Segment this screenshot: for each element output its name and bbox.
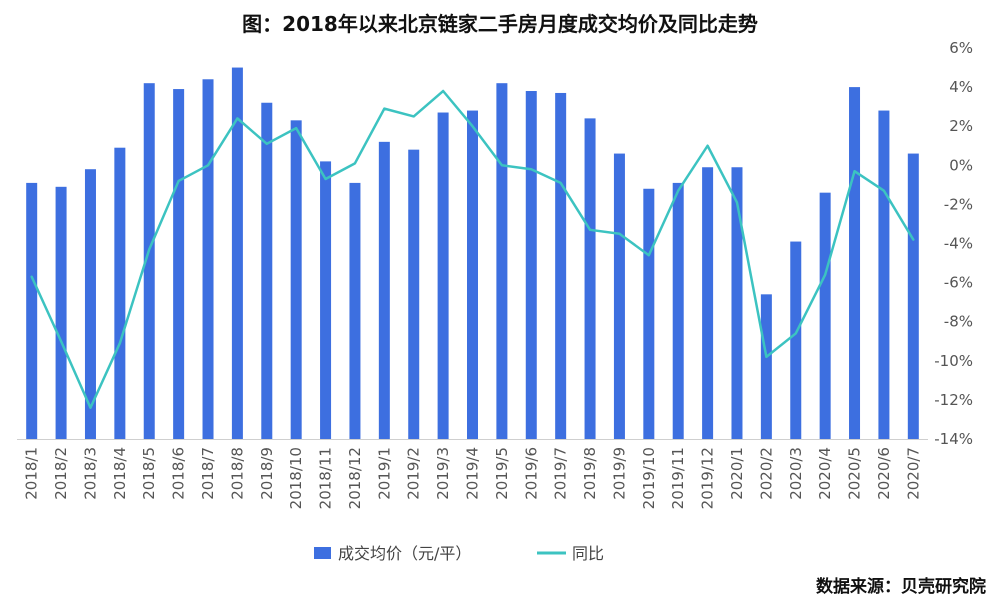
x-tick-label: 2018/7	[199, 447, 217, 500]
bar-2018-11	[320, 161, 332, 439]
x-tick-label: 2019/3	[434, 447, 452, 500]
x-tick-label: 2019/2	[405, 447, 423, 500]
bar-2019-8	[584, 118, 596, 439]
series-line-yoy	[30, 89, 915, 409]
y-tick-label: -8%	[944, 313, 973, 331]
x-tick-label: 2020/7	[904, 447, 922, 500]
bar-2018-10	[290, 120, 302, 439]
x-tick-label: 2020/5	[846, 447, 864, 500]
x-tick-label: 2019/4	[464, 447, 482, 500]
x-tick-label: 2020/4	[816, 447, 834, 500]
y-tick-label: 2%	[949, 117, 973, 135]
bar-2019-10	[643, 188, 655, 439]
bar-2020-5	[849, 87, 861, 439]
x-tick-label: 2020/6	[875, 447, 893, 500]
y-tick-label: -10%	[934, 352, 973, 370]
x-tick-label: 2019/11	[669, 447, 687, 509]
bar-2018-8	[231, 67, 243, 440]
y-tick-label: -14%	[934, 430, 973, 448]
bar-2019-5	[496, 83, 508, 439]
bars-layer	[26, 67, 919, 440]
x-tick-label: 2019/9	[610, 447, 628, 500]
line-layer	[30, 89, 915, 409]
y-tick-label: -12%	[934, 391, 973, 409]
chart-title: 图：2018年以来北京链家二手房月度成交均价及同比走势	[242, 12, 758, 36]
bar-2018-3	[84, 169, 96, 439]
bar-2019-3	[437, 112, 449, 440]
bar-2019-1	[378, 141, 390, 439]
bar-2018-1	[26, 182, 38, 440]
bar-2020-6	[878, 110, 890, 439]
bar-2020-1	[731, 167, 743, 439]
bar-2018-2	[55, 186, 67, 439]
bar-2019-9	[613, 153, 625, 439]
x-tick-label: 2018/5	[140, 447, 158, 500]
legend-bar-label: 成交均价（元/平）	[338, 544, 471, 563]
x-tick-label: 2019/12	[699, 447, 717, 509]
bar-2018-9	[261, 102, 273, 440]
x-tick-label: 2019/1	[375, 447, 393, 500]
bar-2019-12	[702, 167, 714, 439]
y-tick-label: 4%	[949, 78, 973, 96]
legend: 成交均价（元/平） 同比	[314, 544, 604, 563]
x-tick-label: 2019/7	[552, 447, 570, 500]
x-tick-label: 2018/9	[258, 447, 276, 500]
y-tick-label: 0%	[949, 156, 973, 174]
bar-2019-4	[467, 110, 478, 439]
y-tick-label: -2%	[944, 195, 973, 213]
x-tick-label: 2018/10	[287, 447, 305, 509]
bar-2020-4	[819, 192, 831, 439]
bar-2020-3	[790, 241, 802, 439]
x-tick-label: 2018/3	[81, 447, 99, 500]
bar-2019-7	[555, 92, 567, 439]
legend-bar-swatch	[314, 547, 331, 559]
bar-2019-6	[525, 91, 537, 439]
x-tick-label: 2020/1	[728, 447, 746, 500]
x-tick-label: 2018/8	[228, 447, 246, 500]
x-tick-label: 2020/2	[757, 447, 775, 500]
x-tick-label: 2018/6	[170, 447, 188, 500]
x-tick-label: 2018/4	[111, 447, 129, 500]
bar-2019-2	[408, 149, 420, 439]
bar-2018-5	[143, 83, 155, 439]
x-tick-label: 2018/12	[346, 447, 364, 509]
x-tick-label: 2019/6	[522, 447, 540, 500]
x-axis: 2018/1 2018/2 2018/3 2018/4 2018/5 2018/6 2018…	[23, 447, 923, 509]
x-tick-label: 2018/1	[23, 447, 41, 500]
x-tick-label: 2019/5	[493, 447, 511, 500]
y-tick-label: -6%	[944, 274, 973, 292]
x-tick-label: 2018/2	[52, 447, 70, 500]
x-tick-label: 2019/8	[581, 447, 599, 500]
y-tick-label: 6%	[949, 39, 973, 57]
x-tick-label: 2019/10	[640, 447, 658, 509]
bar-2018-4	[114, 147, 126, 439]
y-axis-right: 6% 4% 2% 0% -2% -4% -6% -8% -10% -12% -14%	[934, 39, 973, 448]
bar-2019-11	[672, 182, 684, 440]
x-tick-label: 2018/11	[317, 447, 335, 509]
source-note: 数据来源：贝壳研究院	[816, 576, 986, 597]
y-tick-label: -4%	[944, 235, 973, 253]
bar-2020-7	[907, 153, 919, 439]
bar-2020-2	[760, 294, 772, 439]
legend-line-label: 同比	[572, 544, 604, 563]
x-tick-label: 2020/3	[787, 447, 805, 500]
bar-2018-6	[173, 89, 185, 439]
bar-2018-12	[349, 182, 361, 440]
bar-2018-7	[202, 79, 214, 439]
